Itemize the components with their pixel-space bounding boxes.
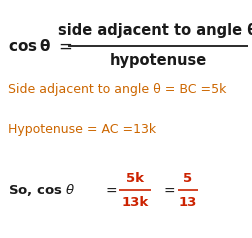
Text: hypotenuse: hypotenuse	[109, 54, 206, 69]
Text: $=$: $=$	[103, 183, 117, 197]
Text: Side adjacent to angle θ = BC =5k: Side adjacent to angle θ = BC =5k	[8, 84, 226, 96]
Text: $=$: $=$	[55, 38, 72, 55]
Text: 13: 13	[178, 195, 196, 208]
Text: side adjacent to angle θ: side adjacent to angle θ	[58, 24, 252, 39]
Text: $\mathbf{cos\,\theta}$: $\mathbf{cos\,\theta}$	[8, 38, 51, 54]
Text: 5k: 5k	[125, 172, 143, 184]
Text: 5: 5	[183, 172, 192, 184]
Text: 13k: 13k	[121, 195, 148, 208]
Text: $=$: $=$	[160, 183, 175, 197]
Text: So, cos $\theta$: So, cos $\theta$	[8, 182, 75, 198]
Text: Hypotenuse = AC =13k: Hypotenuse = AC =13k	[8, 124, 155, 137]
